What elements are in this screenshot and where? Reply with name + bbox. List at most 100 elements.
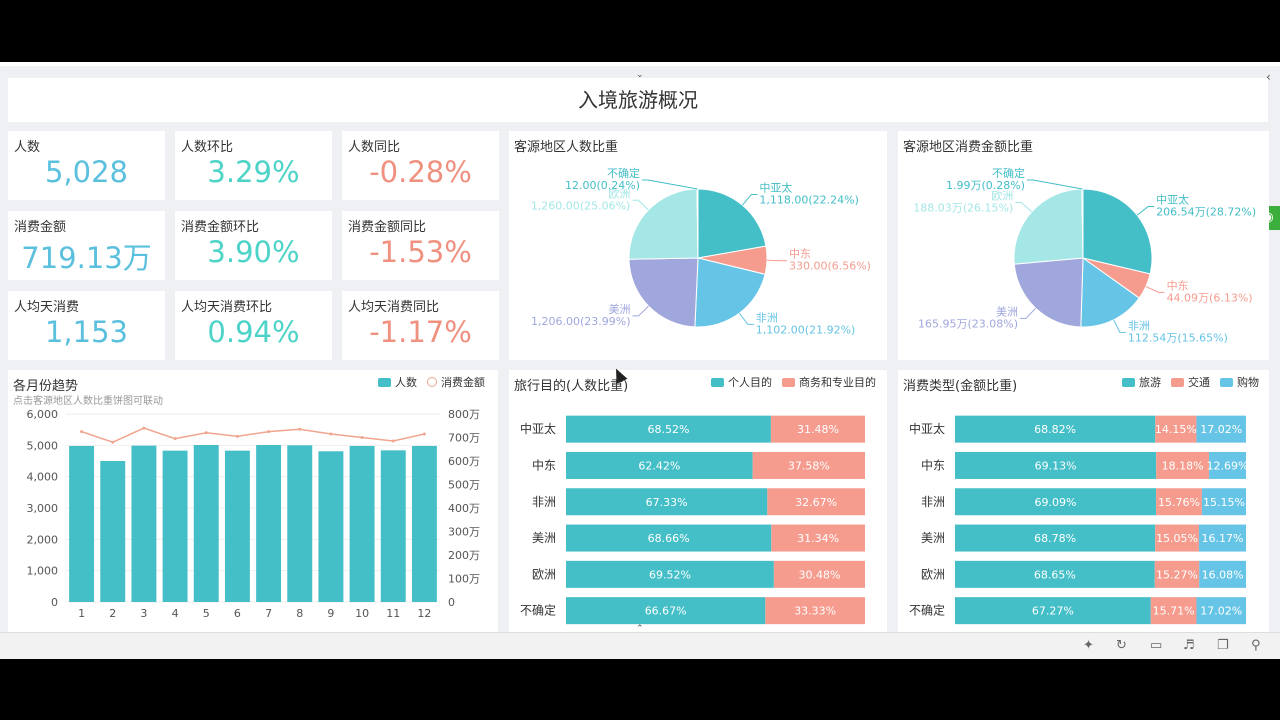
kpi-value: 3.90%	[207, 235, 300, 269]
segment-value-label: 67.27%	[1032, 605, 1074, 618]
monthly-trend-chart[interactable]: 0 1,000 2,000 3,000 4,000 5,000 6,000 0 100万 200万…	[8, 370, 498, 632]
stack-segment[interactable]	[752, 451, 865, 479]
stack-segment[interactable]	[1156, 451, 1210, 479]
stack-segment[interactable]	[955, 488, 1157, 516]
volume-icon[interactable]: ♬	[1183, 638, 1195, 653]
legend-transport[interactable]: 交通	[1188, 376, 1210, 389]
stack-segment[interactable]	[1156, 488, 1202, 516]
search-icon[interactable]: ⚲	[1251, 638, 1261, 653]
pie-people-card: 客源地区人数比重 中亚太 1,118.00(22.24%) 中东 330.00(6.5…	[509, 131, 887, 360]
stack-segment[interactable]	[1154, 560, 1200, 588]
stack-segment[interactable]	[566, 415, 771, 443]
stack-segment[interactable]	[566, 488, 768, 516]
pie-slice[interactable]	[1082, 188, 1153, 275]
x-tick-label: 12	[417, 607, 431, 620]
legend-personal[interactable]: 个人目的	[728, 376, 772, 389]
collapse-top-chevron-icon[interactable]: ⌄	[636, 70, 644, 80]
pie-slice[interactable]	[628, 188, 699, 260]
x-tick-label: 9	[327, 607, 334, 620]
stack-segment[interactable]	[955, 451, 1157, 479]
y-tick-label: 2,000	[27, 533, 59, 546]
spend-type-chart[interactable]: 中亚太 68.82% 14.15% 17.02%中东 69.13% 18.18% 12.69…	[898, 370, 1269, 632]
month-bar[interactable]	[287, 445, 313, 602]
stack-segment[interactable]	[765, 597, 865, 625]
stack-segment[interactable]	[1150, 597, 1197, 625]
pie-slice[interactable]	[1013, 188, 1084, 265]
spend-point[interactable]	[80, 430, 84, 434]
segment-value-label: 69.13%	[1035, 459, 1077, 472]
month-bar[interactable]	[100, 461, 126, 602]
spend-point[interactable]	[298, 427, 302, 431]
stack-segment[interactable]	[770, 415, 865, 443]
segment-value-label: 30.48%	[798, 568, 840, 581]
legend-tour[interactable]: 旅游	[1139, 376, 1161, 389]
pie-slice[interactable]	[694, 257, 766, 328]
y2-tick-label: 600万	[448, 455, 480, 468]
stack-segment[interactable]	[771, 524, 865, 552]
legend-business[interactable]: 商务和专业目的	[799, 376, 876, 389]
month-bar[interactable]	[380, 450, 406, 602]
stack-segment[interactable]	[955, 597, 1151, 625]
pie-slice[interactable]	[628, 257, 699, 328]
stack-segment[interactable]	[1201, 488, 1246, 516]
stack-segment[interactable]	[955, 524, 1156, 552]
y-category-label: 非洲	[921, 495, 945, 509]
legend-shopping[interactable]: 购物	[1237, 376, 1259, 389]
kpi-value: 719.13万	[21, 241, 152, 275]
refresh-icon[interactable]: ↻	[1116, 638, 1127, 653]
monthly-trend-card: 各月份趋势 点击客源地区人数比重饼图可联动 人数 消费金额 0 1,000 2,00…	[8, 370, 498, 632]
spend-point[interactable]	[235, 434, 239, 438]
pin-icon[interactable]: ✦	[1083, 638, 1094, 653]
y2-tick-label: 200万	[448, 549, 480, 562]
stack-segment[interactable]	[955, 415, 1156, 443]
stack-segment[interactable]	[1209, 451, 1246, 479]
spend-point[interactable]	[360, 436, 364, 439]
stack-segment[interactable]	[773, 560, 865, 588]
window-icon[interactable]: ❐	[1217, 638, 1229, 653]
stack-segment[interactable]	[955, 560, 1155, 588]
trash-icon[interactable]: ▭	[1150, 638, 1163, 653]
month-bar[interactable]	[318, 451, 344, 602]
legend-spend[interactable]: 消费金额	[441, 376, 485, 389]
spend-point[interactable]	[173, 437, 177, 441]
legend-people[interactable]: 人数	[395, 376, 417, 389]
month-bar[interactable]	[349, 445, 375, 602]
stack-segment[interactable]	[566, 560, 774, 588]
month-bar[interactable]	[256, 445, 282, 602]
pie-slice-name: 不确定	[992, 166, 1025, 180]
spend-point[interactable]	[329, 432, 333, 436]
kpi-card: 消费金额同比 -1.53%	[342, 211, 499, 280]
spend-point[interactable]	[422, 432, 426, 436]
stack-segment[interactable]	[1196, 415, 1246, 443]
y-tick-label: 4,000	[27, 471, 59, 484]
pie-leader-line	[632, 305, 649, 317]
side-chevron-icon[interactable]: ‹	[1266, 70, 1271, 84]
spend-point[interactable]	[204, 431, 208, 435]
spend-point[interactable]	[267, 430, 271, 434]
spend-line[interactable]	[81, 427, 425, 444]
month-bar[interactable]	[162, 450, 188, 602]
stack-segment[interactable]	[767, 488, 865, 516]
stack-segment[interactable]	[566, 597, 766, 625]
stack-segment[interactable]	[1155, 415, 1197, 443]
spend-point[interactable]	[142, 426, 146, 430]
stack-segment[interactable]	[1196, 597, 1246, 625]
stack-segment[interactable]	[1155, 524, 1199, 552]
stack-segment[interactable]	[566, 524, 772, 552]
month-bar[interactable]	[131, 445, 157, 602]
pie-slice[interactable]	[1013, 257, 1084, 328]
month-bar[interactable]	[193, 445, 219, 602]
spend-point[interactable]	[111, 440, 115, 444]
y-tick-label: 5,000	[27, 439, 59, 452]
month-bar[interactable]	[69, 445, 95, 602]
stack-segment[interactable]	[566, 451, 753, 479]
month-bar[interactable]	[411, 445, 437, 602]
stack-segment[interactable]	[1199, 560, 1246, 588]
month-bar[interactable]	[224, 450, 250, 602]
spend-point[interactable]	[391, 439, 395, 443]
purpose-chart[interactable]: 中亚太 68.52% 31.48% 中东 62.42% 37.58% 非洲 67.33% 32.…	[509, 370, 887, 632]
stack-segment[interactable]	[1198, 524, 1246, 552]
collapse-bottom-chevron-icon[interactable]: ⌃	[636, 624, 644, 634]
